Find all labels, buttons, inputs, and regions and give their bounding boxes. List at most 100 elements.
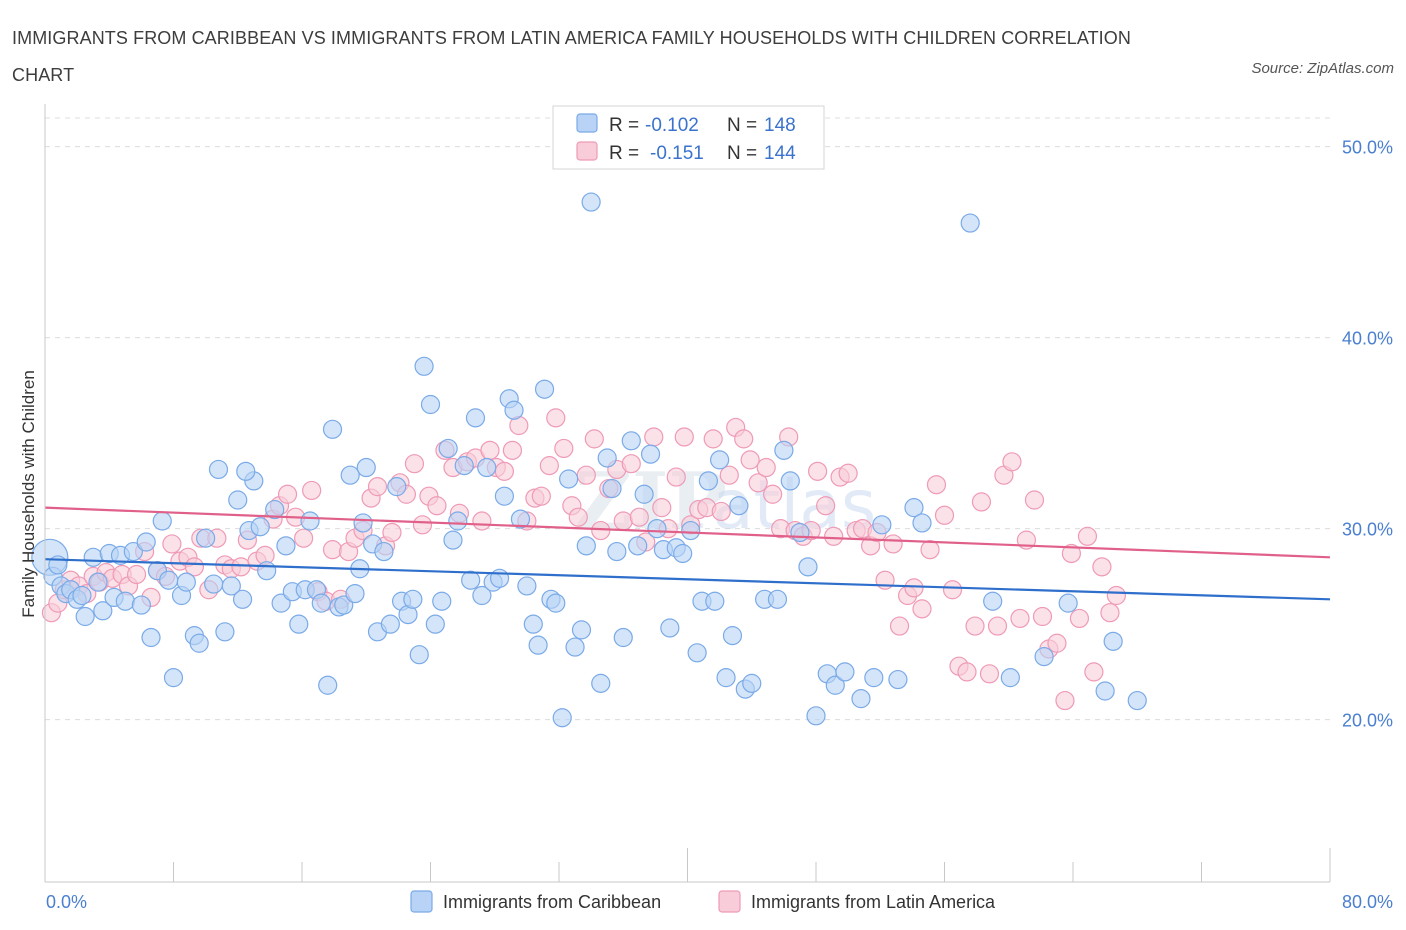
trend-line-latin-america bbox=[44, 506, 1331, 559]
point-caribbean-38 bbox=[257, 561, 277, 581]
point-latin-america-139 bbox=[1077, 526, 1098, 546]
stats-r-value-caribbean: -0.102 bbox=[645, 115, 699, 136]
point-caribbean-108 bbox=[673, 543, 693, 564]
point-caribbean-102 bbox=[634, 484, 654, 504]
point-caribbean-130 bbox=[851, 689, 871, 709]
point-caribbean-144 bbox=[236, 461, 256, 481]
point-caribbean-39 bbox=[265, 499, 285, 520]
point-latin-america-123 bbox=[957, 662, 977, 682]
point-caribbean-140 bbox=[1058, 593, 1078, 613]
points bbox=[31, 192, 1147, 728]
stats-r-value-latin-america: -0.151 bbox=[650, 143, 704, 164]
y-tick-label-20: 20.0% bbox=[1342, 711, 1393, 731]
axes bbox=[44, 104, 1331, 883]
point-latin-america-114 bbox=[889, 616, 910, 636]
point-latin-america-105 bbox=[824, 526, 844, 546]
point-latin-america-58 bbox=[472, 511, 492, 531]
point-caribbean-19 bbox=[141, 627, 161, 648]
point-latin-america-118 bbox=[920, 540, 940, 560]
point-caribbean-112 bbox=[698, 471, 718, 491]
point-caribbean-141 bbox=[1095, 681, 1115, 701]
point-caribbean-10 bbox=[88, 572, 108, 592]
grid: 20.0% 30.0% 40.0% 50.0% bbox=[45, 117, 1393, 731]
y-tick-label-30: 30.0% bbox=[1342, 520, 1393, 540]
point-latin-america-78 bbox=[621, 454, 641, 474]
point-latin-america-93 bbox=[734, 429, 754, 449]
point-caribbean-116 bbox=[722, 626, 743, 646]
point-latin-america-113 bbox=[883, 534, 903, 554]
point-caribbean-43 bbox=[289, 614, 309, 634]
stats-r-label-caribbean: R = bbox=[609, 115, 639, 136]
point-latin-america-69 bbox=[554, 438, 574, 459]
point-caribbean-68 bbox=[432, 591, 452, 611]
point-caribbean-124 bbox=[790, 522, 810, 543]
point-latin-america-90 bbox=[711, 501, 731, 522]
point-latin-america-142 bbox=[1100, 603, 1120, 623]
point-caribbean-11 bbox=[93, 601, 113, 621]
point-caribbean-8 bbox=[75, 606, 95, 627]
point-caribbean-142 bbox=[1103, 631, 1123, 651]
point-caribbean-115 bbox=[716, 668, 736, 688]
point-latin-america-125 bbox=[971, 492, 992, 512]
point-caribbean-113 bbox=[705, 591, 725, 611]
point-latin-america-82 bbox=[652, 498, 672, 518]
x-tick-label-max: 80.0% bbox=[1342, 892, 1393, 912]
point-caribbean-69 bbox=[438, 438, 458, 459]
point-caribbean-79 bbox=[494, 486, 514, 506]
point-caribbean-91 bbox=[565, 637, 585, 657]
point-caribbean-40 bbox=[271, 593, 291, 613]
point-latin-america-97 bbox=[763, 484, 783, 504]
point-latin-america-74 bbox=[591, 520, 611, 541]
point-caribbean-133 bbox=[888, 669, 908, 690]
point-caribbean-25 bbox=[176, 572, 196, 592]
point-caribbean-134 bbox=[904, 498, 924, 518]
point-latin-america-84 bbox=[666, 467, 686, 487]
point-caribbean-53 bbox=[345, 583, 365, 604]
point-caribbean-93 bbox=[576, 536, 596, 556]
point-caribbean-97 bbox=[602, 478, 622, 499]
point-caribbean-95 bbox=[591, 673, 611, 693]
point-latin-america-79 bbox=[629, 507, 649, 527]
point-caribbean-119 bbox=[742, 673, 762, 693]
point-caribbean-81 bbox=[504, 400, 524, 420]
point-latin-america-89 bbox=[703, 429, 723, 449]
point-latin-america-117 bbox=[912, 599, 932, 619]
point-caribbean-58 bbox=[374, 541, 394, 562]
point-latin-america-103 bbox=[808, 461, 828, 481]
point-caribbean-106 bbox=[660, 618, 680, 638]
stats-n-value-caribbean: 148 bbox=[764, 115, 796, 136]
chart-title: IMMIGRANTS FROM CARIBBEAN VS IMMIGRANTS … bbox=[12, 28, 1131, 85]
point-caribbean-137 bbox=[983, 591, 1003, 611]
point-latin-america-26 bbox=[231, 557, 251, 577]
point-latin-america-38 bbox=[322, 540, 343, 560]
point-latin-america-120 bbox=[934, 505, 955, 525]
point-latin-america-141 bbox=[1092, 557, 1112, 577]
point-caribbean-22 bbox=[159, 570, 179, 590]
point-caribbean-34 bbox=[232, 589, 253, 609]
point-caribbean-89 bbox=[552, 708, 572, 728]
point-caribbean-67 bbox=[425, 614, 445, 634]
point-latin-america-94 bbox=[740, 450, 760, 470]
point-caribbean-49 bbox=[322, 419, 343, 439]
point-latin-america-104 bbox=[816, 496, 836, 516]
point-caribbean-126 bbox=[806, 706, 826, 726]
point-caribbean-16 bbox=[123, 541, 143, 562]
point-latin-america-81 bbox=[644, 427, 664, 447]
point-latin-america-121 bbox=[942, 580, 963, 600]
point-latin-america-34 bbox=[294, 528, 314, 548]
point-caribbean-76 bbox=[477, 457, 497, 478]
stats-swatch-caribbean bbox=[576, 113, 598, 133]
stats-r-label-latin-america: R = bbox=[609, 143, 639, 164]
point-caribbean-125 bbox=[798, 557, 818, 577]
point-latin-america-135 bbox=[1047, 633, 1067, 653]
point-latin-america-32 bbox=[277, 484, 298, 504]
legend: Immigrants from Caribbean Immigrants fro… bbox=[410, 890, 996, 913]
point-caribbean-85 bbox=[528, 635, 548, 655]
source-label: Source: ZipAtlas.com bbox=[1251, 60, 1394, 77]
point-caribbean-72 bbox=[454, 456, 474, 476]
point-caribbean-82 bbox=[510, 509, 531, 529]
point-latin-america-85 bbox=[674, 427, 694, 447]
point-latin-america-62 bbox=[502, 440, 523, 460]
point-latin-america-136 bbox=[1055, 690, 1075, 711]
